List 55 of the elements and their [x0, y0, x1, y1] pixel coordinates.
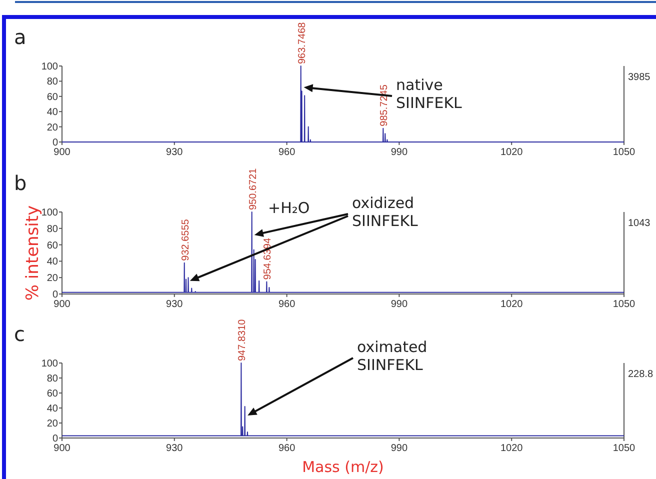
- y-tick-label: 60: [46, 240, 58, 252]
- y-axis-title: % intensity: [23, 205, 43, 301]
- chart-title: a: [14, 25, 26, 49]
- chart-title: b: [14, 171, 27, 195]
- x-axis-title: Mass (m/z): [302, 458, 384, 476]
- y-tick-label: 80: [46, 76, 58, 88]
- y-tick-label: 100: [41, 208, 58, 218]
- x-tick-label: 930: [166, 443, 184, 454]
- y-tick-label: 20: [46, 122, 58, 134]
- x-tick-label: 1020: [500, 147, 524, 158]
- annotation: 985.7245: [379, 84, 390, 126]
- x-tick-label: 930: [166, 147, 184, 158]
- y-tick-label: 40: [46, 404, 58, 414]
- y-tick-label: 100: [41, 62, 58, 72]
- y-tick-label: 60: [46, 92, 58, 103]
- x-tick-label: 930: [166, 299, 184, 310]
- annotation: 950.6721: [248, 168, 259, 210]
- y-tick-label: 0: [52, 290, 58, 300]
- y-tick-label: 20: [46, 418, 58, 430]
- annotation: 947.8310: [237, 318, 248, 361]
- y-tick-label: 80: [46, 374, 58, 384]
- text: 228.8: [628, 369, 654, 380]
- x-tick-label: 900: [54, 147, 71, 158]
- annotation: native SIINFEKL: [396, 76, 463, 112]
- y-tick-label: 0: [52, 434, 58, 444]
- x-tick-label: 990: [390, 299, 408, 310]
- text: 3985: [628, 72, 651, 83]
- line-series: [62, 66, 624, 142]
- annotation: 932.6555: [180, 218, 192, 261]
- chart-title: c: [14, 322, 25, 346]
- x-tick-label: 960: [278, 147, 296, 158]
- y-tick-label: 80: [46, 224, 58, 235]
- text: 1043: [628, 218, 651, 229]
- y-tick-label: 40: [46, 256, 58, 268]
- y-tick-label: 60: [46, 388, 58, 400]
- annotation: 954.6394: [262, 238, 274, 280]
- annotation: 963.7468: [296, 22, 308, 64]
- annotation: oxidized SIINFEKL: [352, 194, 419, 230]
- x-tick-label: 900: [54, 299, 71, 310]
- x-tick-label: 1050: [612, 443, 636, 454]
- x-tick-label: 960: [278, 299, 296, 310]
- annotation: +H₂O: [268, 199, 310, 217]
- x-tick-label: 1050: [612, 299, 636, 310]
- x-tick-label: 960: [278, 443, 296, 454]
- y-tick-label: 100: [41, 358, 58, 370]
- annotation: oximated SIINFEKL: [357, 338, 428, 374]
- y-tick-label: 0: [52, 138, 58, 148]
- x-tick-label: 1020: [500, 443, 524, 454]
- x-tick-label: 990: [390, 147, 408, 158]
- y-tick-label: 40: [46, 107, 58, 118]
- x-tick-label: 900: [54, 443, 71, 454]
- x-tick-label: 990: [390, 443, 408, 454]
- x-tick-label: 1050: [612, 147, 636, 158]
- y-tick-label: 20: [46, 273, 58, 284]
- x-tick-label: 1020: [500, 299, 524, 310]
